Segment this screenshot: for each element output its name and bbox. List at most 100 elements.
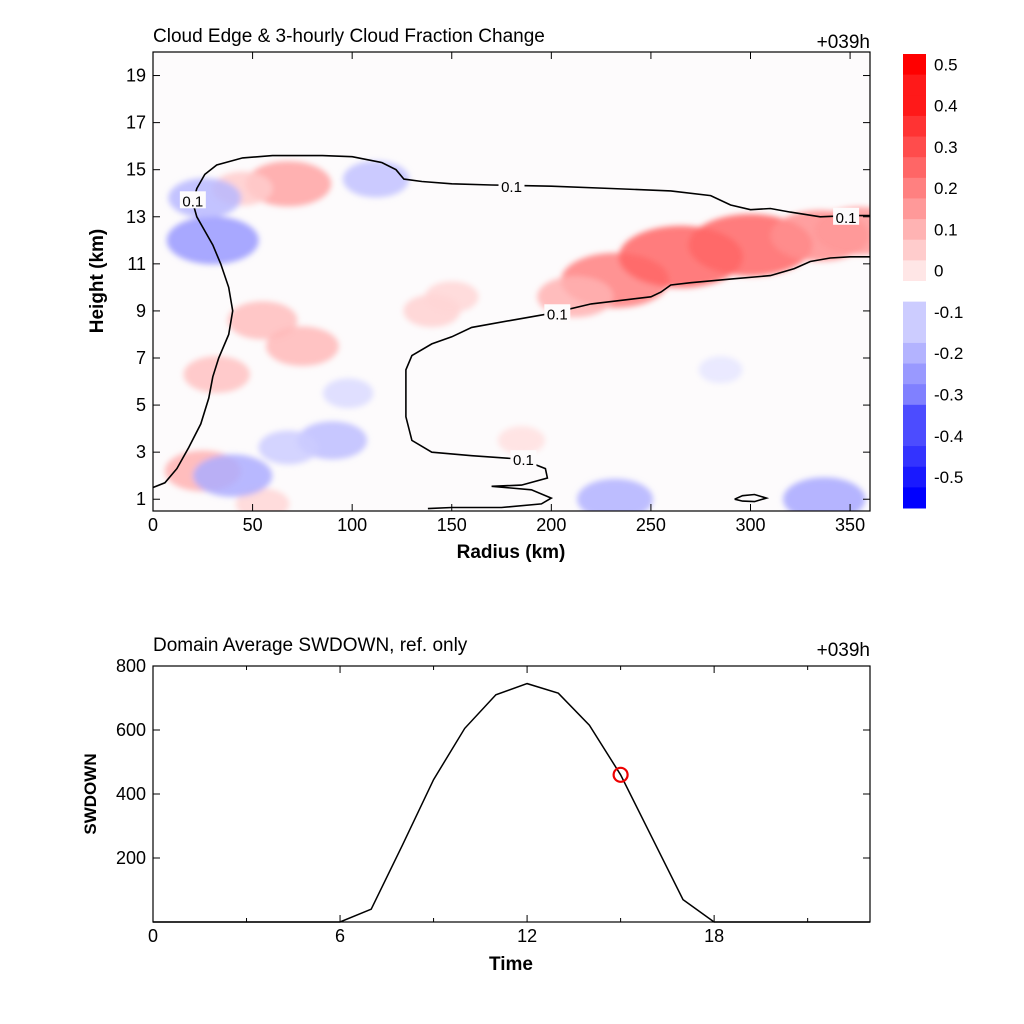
anomaly-blob — [424, 281, 479, 313]
y-tick-label: 1 — [136, 489, 146, 509]
y-tick-label: 7 — [136, 348, 146, 368]
y-tick-label: 19 — [126, 66, 146, 86]
contour-label-background — [510, 450, 537, 468]
cloud-edge-contour — [153, 154, 870, 489]
y-tick-label: 17 — [126, 113, 146, 133]
y-tick-label: 9 — [136, 301, 146, 321]
anomaly-blob — [497, 426, 546, 455]
y-tick-label: 3 — [136, 442, 146, 462]
contour-labels: 0.1 0.1 0.1 0.1 0.1 — [179, 177, 860, 469]
contour-label-background — [179, 191, 206, 209]
colorbar-band — [903, 363, 926, 385]
colorbar-tick-label: 0.1 — [934, 220, 958, 239]
x-tick-label: 0 — [148, 515, 158, 535]
x-tick-label: 300 — [735, 515, 765, 535]
colorbar-band — [903, 322, 926, 344]
anomaly-blob — [166, 216, 259, 265]
top-x-axis-label: Radius (km) — [457, 542, 566, 563]
colorbar-tick-label: 0 — [934, 262, 943, 281]
y-tick-label: 400 — [116, 784, 146, 804]
bottom-y-axis-label: SWDOWN — [81, 753, 100, 834]
colorbar-band — [903, 177, 926, 199]
x-tick-label: 12 — [517, 926, 537, 946]
x-tick-label: 150 — [437, 515, 467, 535]
cloud-fraction-panel: Cloud Edge & 3-hourly Cloud Fraction Cha… — [87, 26, 963, 563]
x-tick-label: 6 — [335, 926, 345, 946]
colorbar-tick-label: 0.5 — [934, 55, 958, 74]
colorbar-band — [903, 342, 926, 365]
top-x-axis: 0 50 100 150 200 250 300 350 — [148, 52, 865, 535]
colorbar-band — [903, 219, 926, 241]
colorbar-band — [903, 404, 926, 426]
colorbar-tick-label: 0.4 — [934, 97, 958, 116]
top-y-axis-label: Height (km) — [87, 229, 108, 334]
colorbar-tick-label: -0.2 — [934, 344, 963, 363]
anomaly-field — [164, 160, 870, 511]
x-tick-label: 0 — [148, 926, 158, 946]
swdown-panel: Domain Average SWDOWN, ref. only +039h 0… — [81, 635, 871, 975]
colorbar-band — [903, 157, 926, 179]
anomaly-blob — [342, 160, 410, 198]
anomaly-blob — [783, 477, 866, 511]
colorbar-band — [903, 95, 926, 117]
colorbar-tick-label: -0.3 — [934, 386, 963, 405]
bottom-plot-title: Domain Average SWDOWN, ref. only — [153, 635, 468, 656]
colorbar-band — [903, 384, 926, 406]
colorbar-tick-label: 0.3 — [934, 138, 958, 157]
colorbar-band — [903, 281, 926, 303]
bottom-y-axis: 200 400 600 800 — [116, 656, 870, 868]
current-time-marker — [612, 766, 629, 783]
y-tick-label: 15 — [126, 160, 146, 180]
colorbar-band — [903, 115, 926, 138]
x-tick-label: 18 — [704, 926, 724, 946]
colorbar-band — [903, 136, 926, 158]
anomaly-blob — [322, 378, 374, 409]
anomaly-blob — [227, 301, 298, 340]
x-tick-label: 50 — [243, 515, 263, 535]
contour-label: 0.1 — [182, 193, 203, 210]
swdown-series — [153, 682, 870, 923]
y-tick-label: 5 — [136, 395, 146, 415]
bottom-plot-timestamp: +039h — [817, 640, 870, 661]
y-tick-label: 200 — [116, 848, 146, 868]
colorbar-band — [903, 446, 926, 468]
bottom-x-axis: 0 6 12 18 — [148, 666, 809, 946]
top-plot-title: Cloud Edge & 3-hourly Cloud Fraction Cha… — [153, 26, 545, 47]
cloud-edge-contours — [153, 154, 870, 510]
anomaly-blob — [265, 326, 339, 367]
anomaly-blob — [577, 478, 654, 511]
contour-label-background — [498, 177, 525, 195]
colorbar-band — [903, 239, 926, 261]
x-tick-label: 100 — [337, 515, 367, 535]
swdown-line — [153, 682, 870, 923]
contour-label: 0.1 — [547, 306, 568, 323]
line-plot-frame — [152, 665, 871, 923]
bottom-x-axis-label: Time — [489, 954, 533, 975]
contour-label: 0.1 — [513, 452, 534, 469]
contour-label-background — [833, 207, 860, 225]
anomaly-blob — [183, 356, 250, 393]
y-tick-label: 11 — [127, 254, 146, 274]
colorbar-band — [903, 466, 926, 488]
colorbar-tick-label: -0.1 — [934, 303, 963, 322]
contour-label: 0.1 — [501, 179, 522, 196]
colorbar-band — [903, 74, 926, 96]
y-tick-label: 13 — [126, 207, 146, 227]
y-tick-label: 600 — [116, 720, 146, 740]
anomaly-blob — [698, 356, 743, 384]
colorbar-tick-label: -0.4 — [934, 427, 963, 446]
contour-label: 0.1 — [836, 210, 857, 227]
colorbar-band — [903, 301, 926, 323]
colorbar-tick-label: 0.2 — [934, 179, 958, 198]
colorbar-band — [903, 260, 926, 282]
contour-label-background — [544, 304, 571, 322]
x-tick-label: 350 — [835, 515, 865, 535]
cloud-edge-contour — [405, 256, 870, 510]
top-plot-timestamp: +039h — [817, 32, 870, 53]
colorbar-tick-label: -0.5 — [934, 468, 963, 487]
x-tick-label: 250 — [636, 515, 666, 535]
x-tick-label: 200 — [536, 515, 566, 535]
colorbar: -0.5 -0.4 -0.3 -0.2 -0.1 0 0.1 0.2 0.3 0.4 0.5 — [903, 54, 963, 509]
